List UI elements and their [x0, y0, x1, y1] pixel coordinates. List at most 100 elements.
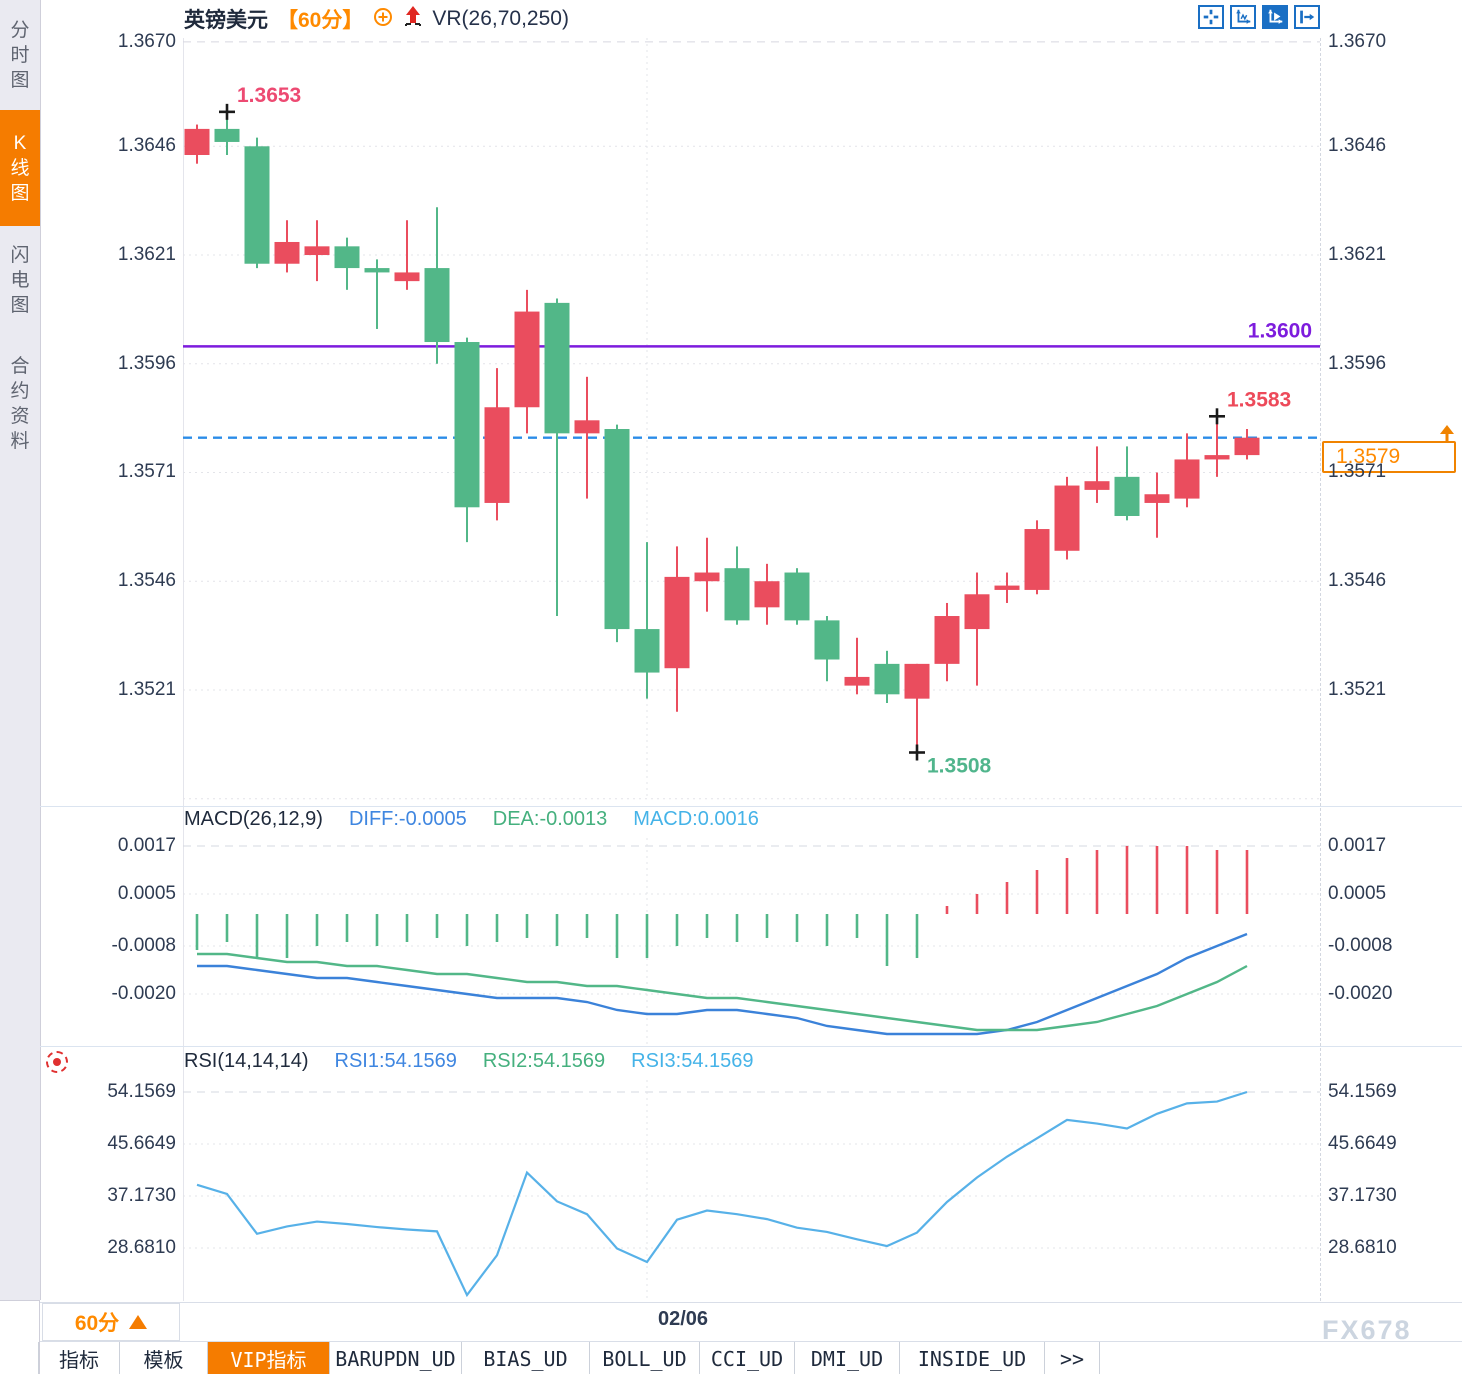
chart-toolbar [1198, 5, 1320, 29]
y-axis-label: 1.3670 [1328, 30, 1387, 52]
axis-play-icon[interactable] [1262, 5, 1288, 29]
cursor-cross-marker [909, 744, 925, 761]
y-axis-label: 0.0017 [117, 835, 176, 856]
rsi-plot[interactable] [183, 1080, 1320, 1300]
macd-plot[interactable] [183, 838, 1320, 1044]
candle [964, 572, 990, 686]
candle [604, 424, 630, 643]
candle [1144, 472, 1170, 538]
period-label[interactable]: 【60分】 [277, 9, 364, 32]
candle [484, 368, 510, 521]
symbol-title: 英镑美元 [184, 9, 268, 32]
tab-inside_ud[interactable]: INSIDE_UD [900, 1342, 1045, 1374]
y-axis-label: -0.0008 [1328, 935, 1393, 956]
candle [784, 568, 810, 625]
tab-指标[interactable]: 指标 [38, 1342, 120, 1374]
period-selector-button[interactable]: 60分 [42, 1303, 180, 1341]
tab->>[interactable]: >> [1045, 1342, 1100, 1374]
exit-right-icon[interactable] [1294, 5, 1320, 29]
y-axis-label: 1.3621 [117, 244, 176, 266]
y-axis-label: 1.3571 [117, 461, 176, 483]
sidebar-item-label: K线图 [10, 132, 30, 204]
sidebar-item-label: 闪电图 [10, 244, 30, 316]
tab-dmi_ud[interactable]: DMI_UD [795, 1342, 900, 1374]
candle [454, 337, 480, 543]
x-axis-date-label: 02/06 [657, 1308, 709, 1330]
y-axis-label: -0.0020 [1328, 983, 1393, 1004]
price-up-marker-icon [1438, 424, 1456, 447]
macd-title: MACD(26,12,9) [184, 808, 323, 830]
crosshair-icon[interactable] [1198, 5, 1224, 29]
rsi-title: RSI(14,14,14) [184, 1050, 309, 1072]
candle [1024, 520, 1050, 595]
panel-divider [40, 806, 1462, 807]
candle [1234, 429, 1260, 460]
y-axis-label: 1.3596 [1328, 352, 1387, 374]
y-axis-label: 1.3646 [1328, 135, 1387, 157]
alert-icon[interactable] [46, 1051, 68, 1073]
candle [874, 650, 900, 704]
y-axis-label: 45.6649 [1328, 1133, 1397, 1154]
rsi1-value: RSI1:54.1569 [334, 1050, 457, 1072]
candle [214, 115, 240, 155]
macd-dea-value: DEA:-0.0013 [492, 808, 608, 830]
y-axis-label: 0.0005 [117, 883, 176, 904]
sidebar-item-4[interactable]: 合约资料 [0, 335, 40, 472]
candle [1054, 476, 1080, 560]
candle [994, 572, 1020, 603]
candle [274, 220, 300, 273]
triangle-up-icon [129, 1315, 148, 1329]
candle [424, 207, 450, 364]
up-arrow-icon [403, 5, 423, 34]
vr-indicator-label[interactable]: VR(26,70,250) [432, 7, 569, 30]
tab-bias_ud[interactable]: BIAS_UD [462, 1342, 590, 1374]
y-axis-label: -0.0008 [111, 935, 176, 956]
candle [694, 537, 720, 612]
y-axis-label: 1.3621 [1328, 244, 1387, 266]
candle [544, 298, 570, 617]
candle [334, 237, 360, 290]
y-axis-label: 54.1569 [1328, 1081, 1397, 1102]
y-axis-label: 1.3646 [117, 135, 176, 157]
sidebar-item-3[interactable]: 闪电图 [0, 230, 40, 330]
candle [514, 289, 540, 434]
current-price-box: 1.3579 [1322, 441, 1456, 473]
y-axis-label: 1.3546 [117, 570, 176, 592]
cursor-cross-marker [219, 103, 235, 120]
macd-legend: MACD(26,12,9) DIFF:-0.0005 DEA:-0.0013 M… [184, 808, 759, 831]
candlestick-plot[interactable]: 1.3600 1.3653 1.3508 1.3583 [183, 38, 1320, 800]
candle [904, 663, 930, 747]
sidebar: 分时图 K线图闪电图合约资料 [0, 0, 41, 1300]
sidebar-item-1[interactable]: 分时图 [0, 5, 40, 105]
sidebar-item-2[interactable]: K线图 [0, 110, 40, 226]
tab-模板[interactable]: 模板 [120, 1342, 208, 1374]
plot-right-axis-line [1320, 38, 1321, 1301]
tab-boll_ud[interactable]: BOLL_UD [590, 1342, 700, 1374]
tab-cci_ud[interactable]: CCI_UD [700, 1342, 795, 1374]
price-annotation: 1.3653 [237, 84, 301, 107]
candle [934, 602, 960, 682]
price-annotation: 1.3583 [1227, 388, 1291, 411]
y-axis-label: 1.3521 [117, 678, 176, 700]
y-axis-label: 0.0017 [1328, 835, 1387, 856]
diff-line [197, 932, 1248, 1036]
y-axis-label: 28.6810 [107, 1237, 176, 1258]
candle [664, 546, 690, 712]
plot-left-axis-line [183, 38, 184, 1301]
macd-diff-value: DIFF:-0.0005 [348, 808, 467, 830]
price-annotation: 1.3508 [927, 755, 992, 778]
y-axis-label: 0.0005 [1328, 883, 1387, 904]
candle [394, 220, 420, 290]
candle [1114, 446, 1140, 521]
y-axis-label: 1.3670 [117, 30, 176, 52]
y-axis-label: 1.3521 [1328, 678, 1387, 700]
candle [1174, 433, 1200, 508]
candle [1084, 446, 1110, 503]
y-axis-label: 45.6649 [107, 1133, 176, 1154]
circle-plus-icon[interactable] [372, 6, 394, 33]
tab-barupdn_ud[interactable]: BARUPDN_UD [330, 1342, 462, 1374]
tab-vip指标[interactable]: VIP指标 [208, 1342, 330, 1374]
y-axis-label: 37.1730 [107, 1185, 176, 1206]
candle [184, 124, 210, 164]
axis-zoom-icon[interactable] [1230, 5, 1256, 29]
